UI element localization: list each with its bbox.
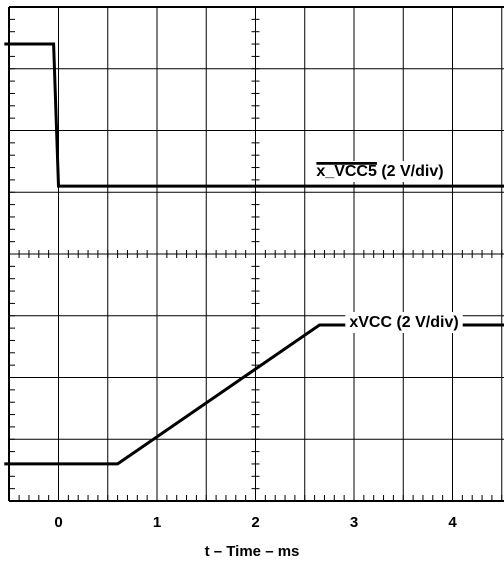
trace-label-signal: xVCC [349,314,392,331]
grid [8,6,504,502]
trace-label-1: x_VCC5 (2 V/div) [316,163,443,180]
trace-label-group-2: xVCC (2 V/div) [345,312,463,333]
x-tick-label: 0 [54,514,62,531]
x-axis-title: t – Time – ms [205,543,300,560]
trace-label-background [345,312,463,333]
trace-line-1 [4,42,504,188]
x-tick-label: 1 [153,514,161,531]
trace-label-background [312,161,448,182]
trace-line-2 [4,323,504,466]
x-tick-label: 4 [448,514,457,531]
trace-label-group-1: x_VCC5 (2 V/div) [312,161,448,182]
x-tick-label: 2 [251,514,259,531]
trace-label-2: xVCC (2 V/div) [349,314,458,331]
trace-label-signal: x_VCC5 [316,163,377,180]
trace-label-scale: (2 V/div) [392,314,459,331]
x-tick-label: 3 [350,514,358,531]
trace-label-scale: (2 V/div) [377,163,444,180]
labels: 0 1 2 3 4x_VCC5 (2 V/div)xVCC (2 V/div) [54,161,463,531]
